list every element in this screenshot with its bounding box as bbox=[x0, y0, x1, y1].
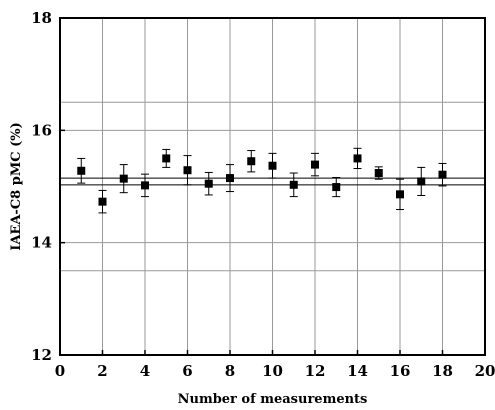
x-tick-label: 18 bbox=[432, 362, 453, 380]
x-axis-label: Number of measurements bbox=[178, 392, 368, 407]
data-point bbox=[141, 181, 149, 190]
data-points bbox=[77, 154, 447, 206]
data-point bbox=[268, 161, 277, 170]
data-point bbox=[204, 179, 213, 188]
y-tick-labels: 12 14 16 18 bbox=[31, 9, 65, 364]
y-tick-label: 14 bbox=[31, 234, 52, 252]
x-tick-label: 10 bbox=[262, 362, 283, 380]
error-bars bbox=[77, 147, 447, 214]
data-point bbox=[289, 180, 298, 189]
data-point bbox=[77, 166, 86, 175]
x-tick-label: 20 bbox=[475, 362, 495, 380]
y-tick-label: 16 bbox=[31, 121, 52, 139]
data-point bbox=[438, 170, 447, 179]
data-point bbox=[247, 157, 256, 166]
data-point bbox=[396, 190, 404, 199]
data-point bbox=[226, 174, 234, 183]
x-tick-label: 0 bbox=[55, 362, 65, 380]
data-point bbox=[162, 154, 171, 163]
x-tick-label: 8 bbox=[225, 362, 235, 380]
y-tick-label: 12 bbox=[31, 346, 52, 364]
gridlines bbox=[60, 18, 485, 355]
x-tick-labels: 0 2 4 6 8 10 12 14 16 18 20 bbox=[55, 350, 495, 380]
data-point bbox=[353, 154, 362, 163]
data-point bbox=[374, 169, 383, 178]
data-point bbox=[98, 197, 107, 206]
x-tick-label: 14 bbox=[347, 362, 368, 380]
data-point bbox=[119, 174, 128, 183]
y-axis-label: IAEA-C8 pMC (%) bbox=[9, 122, 24, 250]
data-point bbox=[417, 177, 426, 186]
y-tick-label: 18 bbox=[31, 9, 52, 27]
data-point bbox=[311, 160, 319, 169]
data-point bbox=[332, 183, 341, 192]
x-tick-label: 12 bbox=[305, 362, 326, 380]
x-tick-label: 4 bbox=[140, 362, 150, 380]
x-tick-label: 6 bbox=[182, 362, 192, 380]
x-tick-label: 2 bbox=[97, 362, 107, 380]
x-tick-label: 16 bbox=[390, 362, 411, 380]
data-point bbox=[183, 166, 192, 175]
